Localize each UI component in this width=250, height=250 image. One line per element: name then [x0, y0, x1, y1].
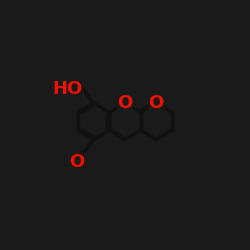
Text: O: O [70, 152, 85, 170]
Text: O: O [148, 94, 164, 112]
Text: O: O [118, 94, 132, 112]
Text: HO: HO [53, 80, 83, 98]
